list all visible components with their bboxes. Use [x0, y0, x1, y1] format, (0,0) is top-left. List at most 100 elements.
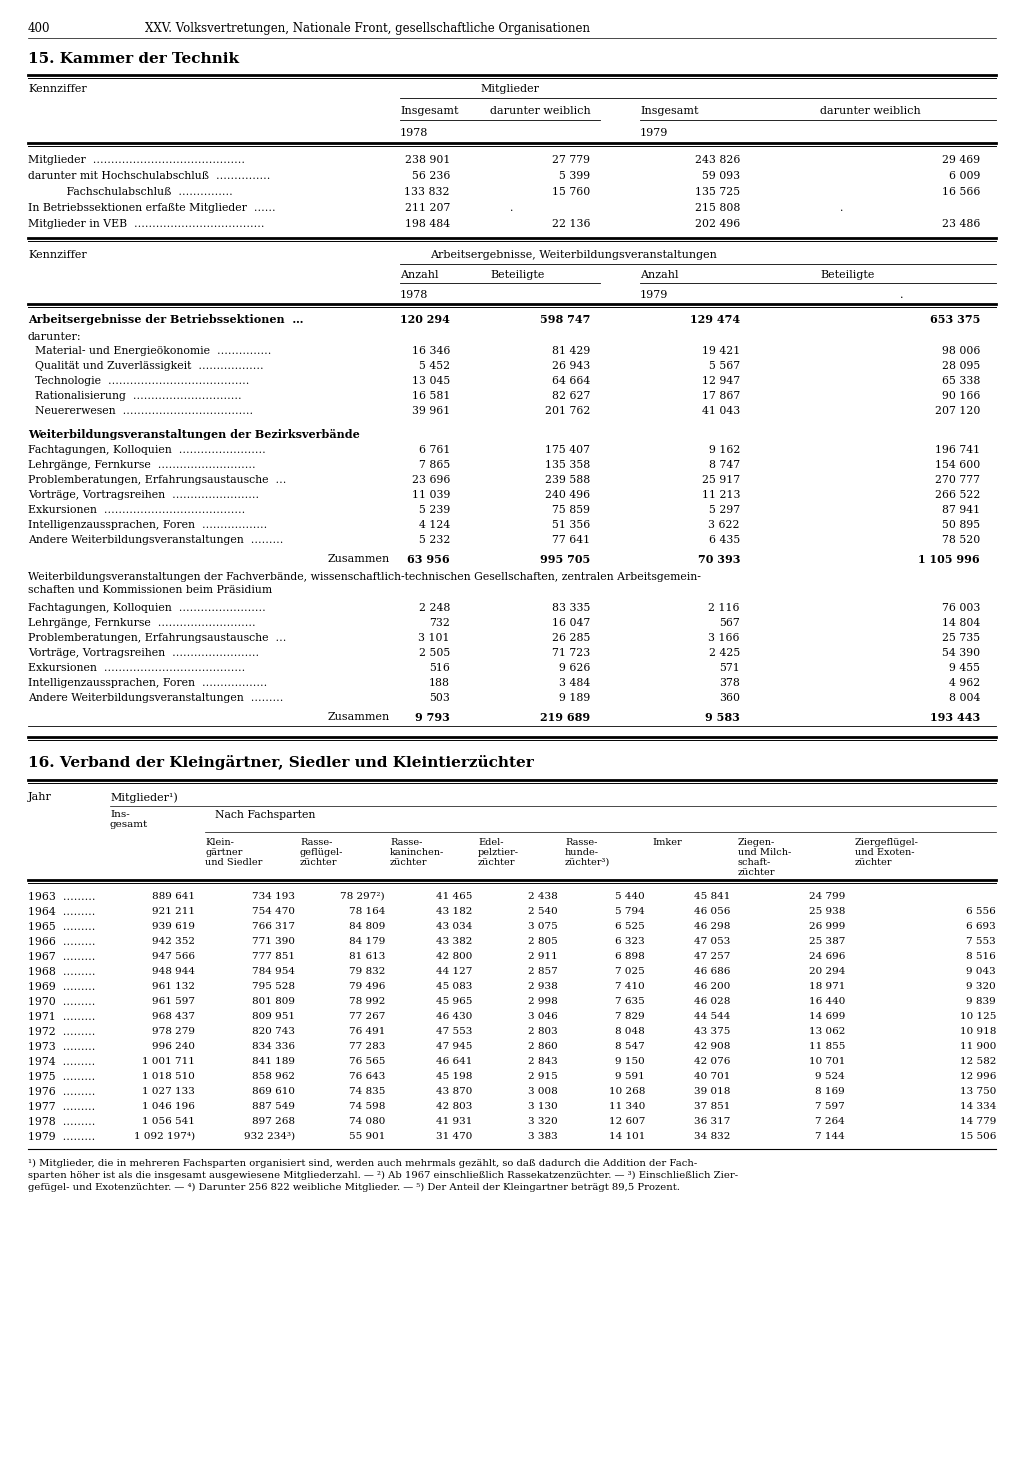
- Text: 9 524: 9 524: [815, 1072, 845, 1080]
- Text: Vorträge, Vortragsreihen  ……………………: Vorträge, Vortragsreihen ……………………: [28, 491, 259, 500]
- Text: züchter: züchter: [478, 859, 515, 868]
- Text: 240 496: 240 496: [545, 491, 590, 500]
- Text: 81 613: 81 613: [348, 952, 385, 961]
- Text: 3 008: 3 008: [528, 1086, 558, 1097]
- Text: 5 440: 5 440: [615, 893, 645, 902]
- Text: 13 062: 13 062: [809, 1027, 845, 1036]
- Text: 15 506: 15 506: [959, 1132, 996, 1141]
- Text: 16 346: 16 346: [412, 346, 450, 356]
- Text: gefügel- und Exotenzüchter. — ⁴) Darunter 256 822 weibliche Mitglieder. — ⁵) Der: gefügel- und Exotenzüchter. — ⁴) Darunte…: [28, 1182, 680, 1193]
- Text: 87 941: 87 941: [942, 505, 980, 514]
- Text: 98 006: 98 006: [942, 346, 980, 356]
- Text: 17 867: 17 867: [701, 392, 740, 401]
- Text: Lehrgänge, Fernkurse  ………………………: Lehrgänge, Fernkurse ………………………: [28, 618, 256, 628]
- Text: 1978: 1978: [400, 290, 428, 300]
- Text: 2 938: 2 938: [528, 981, 558, 992]
- Text: 516: 516: [429, 664, 450, 672]
- Text: 6 323: 6 323: [615, 937, 645, 946]
- Text: 77 641: 77 641: [552, 535, 590, 545]
- Text: 12 947: 12 947: [701, 375, 740, 386]
- Text: 43 034: 43 034: [435, 922, 472, 931]
- Text: 7 597: 7 597: [815, 1103, 845, 1111]
- Text: 44 127: 44 127: [435, 967, 472, 975]
- Text: 266 522: 266 522: [935, 491, 980, 500]
- Text: 996 240: 996 240: [152, 1042, 195, 1051]
- Text: 16. Verband der Kleingärtner, Siedler und Kleintierzüchter: 16. Verband der Kleingärtner, Siedler un…: [28, 755, 534, 770]
- Text: Nach Fachsparten: Nach Fachsparten: [215, 810, 315, 820]
- Text: 887 549: 887 549: [252, 1103, 295, 1111]
- Text: 84 179: 84 179: [348, 937, 385, 946]
- Text: 6 556: 6 556: [967, 907, 996, 916]
- Text: 25 387: 25 387: [809, 937, 845, 946]
- Text: 27 779: 27 779: [552, 155, 590, 166]
- Text: 598 747: 598 747: [540, 313, 590, 325]
- Text: 46 028: 46 028: [693, 998, 730, 1007]
- Text: Beteiligte: Beteiligte: [490, 270, 545, 279]
- Text: 11 900: 11 900: [959, 1042, 996, 1051]
- Text: 734 193: 734 193: [252, 893, 295, 902]
- Text: 754 470: 754 470: [252, 907, 295, 916]
- Text: 2 857: 2 857: [528, 967, 558, 975]
- Text: 63 956: 63 956: [408, 554, 450, 565]
- Text: 6 009: 6 009: [948, 171, 980, 180]
- Text: 243 826: 243 826: [694, 155, 740, 166]
- Text: 135 725: 135 725: [695, 188, 740, 197]
- Text: Intelligenzaussprachen, Foren  ………………: Intelligenzaussprachen, Foren ………………: [28, 520, 267, 531]
- Text: 211 207: 211 207: [404, 202, 450, 213]
- Text: 1976  ………: 1976 ………: [28, 1086, 95, 1097]
- Text: 978 279: 978 279: [152, 1027, 195, 1036]
- Text: 43 182: 43 182: [435, 907, 472, 916]
- Text: Andere Weiterbildungsveranstaltungen  ………: Andere Weiterbildungsveranstaltungen ………: [28, 535, 284, 545]
- Text: 16 047: 16 047: [552, 618, 590, 628]
- Text: 19 421: 19 421: [701, 346, 740, 356]
- Text: 24 799: 24 799: [809, 893, 845, 902]
- Text: züchter: züchter: [390, 859, 427, 868]
- Text: 2 805: 2 805: [528, 937, 558, 946]
- Text: 24 696: 24 696: [809, 952, 845, 961]
- Text: Arbeitsergebnisse der Betriebssektionen  …: Arbeitsergebnisse der Betriebssektionen …: [28, 313, 303, 325]
- Text: 76 643: 76 643: [348, 1072, 385, 1080]
- Text: 45 841: 45 841: [693, 893, 730, 902]
- Text: Beteiligte: Beteiligte: [820, 270, 874, 279]
- Text: 46 686: 46 686: [693, 967, 730, 975]
- Text: Kennziffer: Kennziffer: [28, 84, 87, 95]
- Text: züchter: züchter: [300, 859, 338, 868]
- Text: 198 484: 198 484: [404, 219, 450, 229]
- Text: 11 039: 11 039: [412, 491, 450, 500]
- Text: 784 954: 784 954: [252, 967, 295, 975]
- Text: 14 779: 14 779: [959, 1117, 996, 1126]
- Text: 9 150: 9 150: [615, 1057, 645, 1066]
- Text: 3 320: 3 320: [528, 1117, 558, 1126]
- Text: 1965  ………: 1965 ………: [28, 922, 95, 933]
- Text: 42 908: 42 908: [693, 1042, 730, 1051]
- Text: 6 898: 6 898: [615, 952, 645, 961]
- Text: 8 004: 8 004: [948, 693, 980, 704]
- Text: hunde-: hunde-: [565, 848, 599, 857]
- Text: 1968  ………: 1968 ………: [28, 967, 95, 977]
- Text: 10 268: 10 268: [608, 1086, 645, 1097]
- Text: 16 440: 16 440: [809, 998, 845, 1007]
- Text: 1979  ………: 1979 ………: [28, 1132, 95, 1142]
- Text: 41 043: 41 043: [701, 406, 740, 415]
- Text: gärtner: gärtner: [205, 848, 243, 857]
- Text: 6 525: 6 525: [615, 922, 645, 931]
- Text: 4 962: 4 962: [949, 678, 980, 687]
- Text: 133 832: 133 832: [404, 188, 450, 197]
- Text: Zusammen: Zusammen: [328, 554, 390, 565]
- Text: 1969  ………: 1969 ………: [28, 981, 95, 992]
- Text: Mitglieder¹): Mitglieder¹): [110, 792, 178, 803]
- Text: 2 438: 2 438: [528, 893, 558, 902]
- Text: 1978: 1978: [400, 129, 428, 137]
- Text: 45 083: 45 083: [435, 981, 472, 992]
- Text: 869 610: 869 610: [252, 1086, 295, 1097]
- Text: 202 496: 202 496: [694, 219, 740, 229]
- Text: 78 164: 78 164: [348, 907, 385, 916]
- Text: 83 335: 83 335: [552, 603, 590, 613]
- Text: 6 693: 6 693: [967, 922, 996, 931]
- Text: Technologie  …………………………………: Technologie …………………………………: [28, 375, 250, 386]
- Text: 13 750: 13 750: [959, 1086, 996, 1097]
- Text: Edel-: Edel-: [478, 838, 504, 847]
- Text: 74 835: 74 835: [348, 1086, 385, 1097]
- Text: 1963  ………: 1963 ………: [28, 893, 95, 902]
- Text: 10 125: 10 125: [959, 1012, 996, 1021]
